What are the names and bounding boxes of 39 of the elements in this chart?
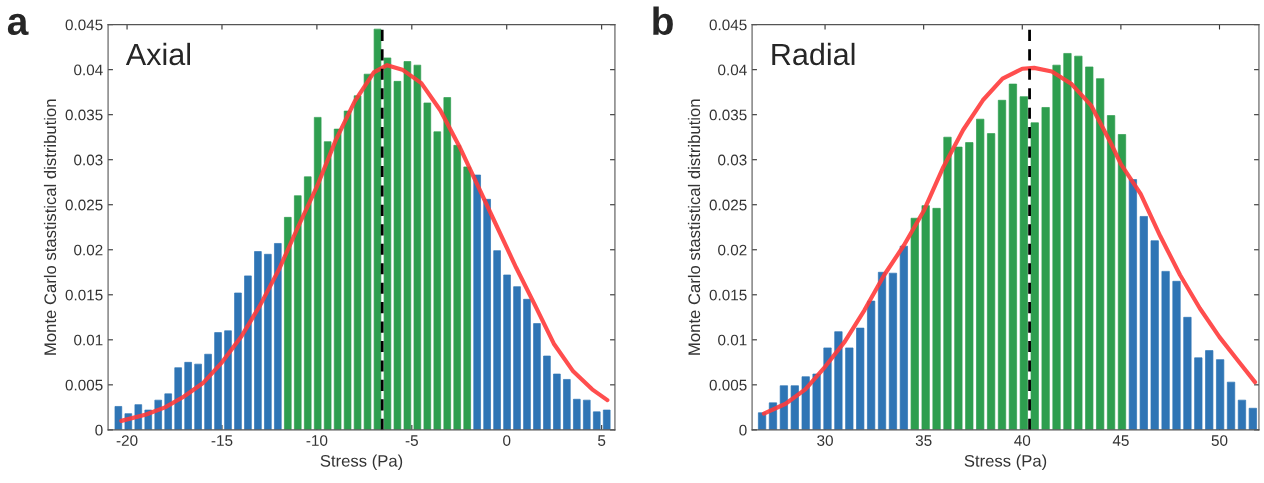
y-tick-label: 0.025 bbox=[709, 199, 747, 211]
y-tick-label: 0.015 bbox=[709, 289, 747, 301]
y-tick-label: 0.015 bbox=[65, 289, 103, 301]
x-tick-label: -20 bbox=[116, 435, 138, 446]
chart-title: b bbox=[653, 6, 673, 36]
x-tick-label: -10 bbox=[306, 435, 328, 446]
y-tick-label: 0.045 bbox=[65, 19, 103, 31]
y-tick-label: 0.005 bbox=[709, 379, 747, 391]
y-tick-label: 0.01 bbox=[74, 334, 103, 346]
x-tick-label: 0 bbox=[503, 435, 511, 446]
x-axis-title: Stress (Pa) bbox=[320, 454, 403, 471]
x-tick-label: 30 bbox=[817, 435, 833, 446]
y-tick-label: 0.025 bbox=[65, 199, 103, 211]
x-axis-title: Stress (Pa) bbox=[964, 454, 1047, 471]
y-tick-label: 0.01 bbox=[718, 334, 747, 346]
annotation: Axial bbox=[125, 42, 190, 66]
chart-title: a bbox=[7, 13, 29, 36]
y-tick-label: 0 bbox=[95, 424, 103, 436]
y-tick-label: 0.035 bbox=[709, 109, 747, 121]
y-tick-label: 0.02 bbox=[74, 244, 103, 256]
y-tick-label: 0.03 bbox=[718, 154, 747, 166]
x-tick-label: 35 bbox=[915, 435, 932, 446]
y-tick-label: 0.04 bbox=[718, 64, 747, 76]
y-tick-label: 0.04 bbox=[74, 64, 103, 76]
y-tick-label: 0.045 bbox=[709, 19, 747, 31]
y-axis-title: Monte Carlo stastistical distribution bbox=[43, 99, 57, 355]
x-tick-label: 45 bbox=[1112, 435, 1129, 446]
y-tick-label: 0.03 bbox=[74, 154, 103, 166]
y-tick-label: 0.035 bbox=[65, 109, 103, 121]
y-tick-label: 0.005 bbox=[65, 379, 103, 391]
x-tick-label: 50 bbox=[1211, 435, 1228, 446]
y-tick-label: 0.02 bbox=[718, 244, 747, 256]
x-tick-label: 5 bbox=[598, 435, 606, 446]
x-tick-label: 40 bbox=[1014, 435, 1031, 446]
x-tick-label: -15 bbox=[211, 435, 233, 446]
annotation: Radial bbox=[772, 42, 855, 66]
y-tick-label: 0 bbox=[739, 424, 747, 436]
x-tick-label: -5 bbox=[405, 435, 418, 446]
y-axis-title: Monte Carlo stastistical distribution bbox=[687, 99, 701, 355]
